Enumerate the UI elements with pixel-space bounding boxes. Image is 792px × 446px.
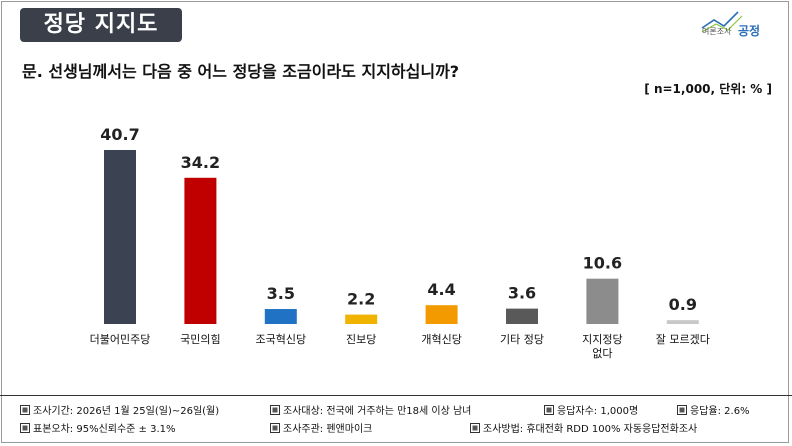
footnote-period: 조사기간: 2026년 1월 25일(일)~26일(월) <box>20 402 219 417</box>
footer-divider <box>0 395 792 396</box>
category-label-7: 잘 모르겠다 <box>656 333 710 346</box>
category-label-2: 조국혁신당 <box>255 333 306 346</box>
category-label-5: 기타 정당 <box>500 333 544 346</box>
bar-0 <box>104 150 136 324</box>
footnote-response-rate: 응답율: 2.6% <box>677 402 750 417</box>
bullet-square-icon <box>470 423 480 433</box>
value-label-6: 10.6 <box>583 254 622 273</box>
value-label-3: 2.2 <box>347 290 375 309</box>
value-label-0: 40.7 <box>100 125 139 144</box>
footnote-target: 조사대상: 전국에 거주하는 만18세 이상 남녀 <box>270 402 471 417</box>
sample-unit-note: [ n=1,000, 단위: % ] <box>644 82 772 96</box>
footnote-organizer: 조사주관: 펜앤마이크 <box>270 420 372 435</box>
survey-question: 문. 선생님께서는 다음 중 어느 정당을 조금이라도 지지하십니까? <box>22 62 460 81</box>
category-label-4: 개혁신당 <box>421 333 461 346</box>
value-label-7: 0.9 <box>669 295 697 314</box>
value-label-1: 34.2 <box>181 153 220 172</box>
value-label-5: 3.6 <box>508 284 536 303</box>
bar-4 <box>425 305 458 324</box>
logo-subtext: 여론조사 <box>702 27 732 36</box>
logo-name: 공정 <box>738 24 761 38</box>
bar-2 <box>264 309 297 324</box>
category-label-0: 더불어민주당 <box>90 333 151 346</box>
category-label-6: 지지정당 <box>582 333 622 346</box>
footnote-respondents: 응답자수: 1,000명 <box>544 402 638 417</box>
bar-6 <box>586 278 619 324</box>
pollster-logo <box>701 11 743 33</box>
bullet-square-icon <box>544 405 554 415</box>
bar-3 <box>345 314 378 324</box>
bar-5 <box>506 308 538 324</box>
value-label-4: 4.4 <box>427 280 455 299</box>
bar-7 <box>666 320 699 324</box>
category-label-1: 국민의힘 <box>180 333 220 346</box>
bar-chart: 40.7 더불어민주당 34.2 국민의힘 3.5 조국혁신당 2.2 진보당 4.4 개혁신당 3… <box>90 125 710 360</box>
value-label-2: 3.5 <box>267 284 295 303</box>
page-title: 정당 지지도 <box>20 8 182 42</box>
category-label-6-line1: 없다 <box>592 347 612 360</box>
footnote-margin-error: 표본오차: 95%신뢰수준 ± 3.1% <box>20 420 176 435</box>
bullet-square-icon <box>677 405 687 415</box>
footnote-method: 조사방법: 휴대전화 RDD 100% 자동응답전화조사 <box>470 420 697 435</box>
bar-1 <box>184 177 217 324</box>
bullet-square-icon <box>20 423 30 433</box>
bullet-square-icon <box>270 423 280 433</box>
bullet-square-icon <box>20 405 30 415</box>
category-label-3: 진보당 <box>346 333 376 346</box>
bullet-square-icon <box>270 405 280 415</box>
